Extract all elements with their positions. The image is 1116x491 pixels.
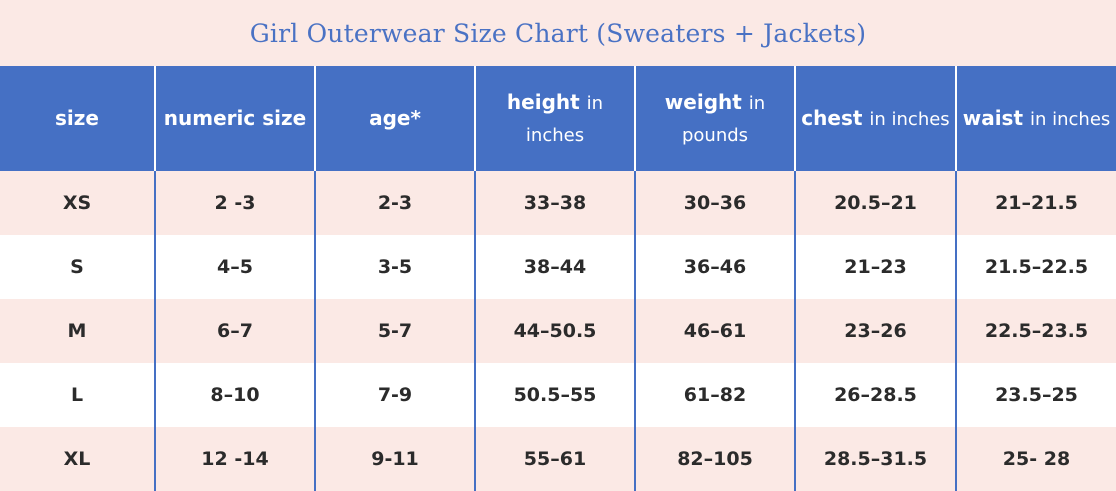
header-age: age* [314, 66, 475, 171]
cell-chest: 20.5–21 [794, 171, 956, 235]
cell-waist: 23.5–25 [955, 363, 1116, 427]
cell-waist: 21.5–22.5 [955, 235, 1116, 299]
table-row: S 4–5 3-5 38–44 36–46 21–23 21.5–22.5 [0, 235, 1116, 299]
cell-size: XS [0, 171, 155, 235]
cell-height: 33–38 [474, 171, 635, 235]
cell-chest: 26–28.5 [794, 363, 956, 427]
cell-waist: 22.5–23.5 [955, 299, 1116, 363]
cell-age: 7-9 [314, 363, 475, 427]
cell-numeric-size: 4–5 [154, 235, 315, 299]
header-numeric-size: numeric size [154, 66, 315, 171]
header-size: size [0, 66, 155, 171]
cell-height: 50.5–55 [474, 363, 635, 427]
header-chest: chest in inches [794, 66, 956, 171]
table-row: M 6–7 5-7 44–50.5 46–61 23–26 22.5–23.5 [0, 299, 1116, 363]
cell-size: XL [0, 427, 155, 491]
cell-chest: 21–23 [794, 235, 956, 299]
cell-height: 55–61 [474, 427, 635, 491]
cell-numeric-size: 8–10 [154, 363, 315, 427]
table-row: XL 12 -14 9-11 55–61 82–105 28.5–31.5 25… [0, 427, 1116, 491]
cell-age: 5-7 [314, 299, 475, 363]
cell-size: S [0, 235, 155, 299]
cell-waist: 25- 28 [955, 427, 1116, 491]
table-row: XS 2 -3 2-3 33–38 30–36 20.5–21 21–21.5 [0, 171, 1116, 235]
header-height-unit: in inches [525, 92, 604, 146]
header-row: size numeric size age* height in inches … [0, 66, 1116, 171]
cell-weight: 46–61 [634, 299, 795, 363]
header-waist-unit: in inches [1029, 108, 1111, 130]
header-height: height in inches [474, 66, 635, 171]
cell-size: M [0, 299, 155, 363]
cell-numeric-size: 6–7 [154, 299, 315, 363]
header-waist: waist in inches [955, 66, 1116, 171]
cell-weight: 61–82 [634, 363, 795, 427]
cell-age: 2-3 [314, 171, 475, 235]
cell-age: 9-11 [314, 427, 475, 491]
cell-chest: 28.5–31.5 [794, 427, 956, 491]
header-chest-unit: in inches [869, 108, 950, 130]
cell-weight: 30–36 [634, 171, 795, 235]
header-weight: weight in pounds [634, 66, 795, 171]
size-chart-table: size numeric size age* height in inches … [0, 66, 1116, 491]
cell-weight: 82–105 [634, 427, 795, 491]
cell-age: 3-5 [314, 235, 475, 299]
cell-numeric-size: 2 -3 [154, 171, 315, 235]
cell-numeric-size: 12 -14 [154, 427, 315, 491]
cell-chest: 23–26 [794, 299, 956, 363]
cell-height: 38–44 [474, 235, 635, 299]
cell-waist: 21–21.5 [955, 171, 1116, 235]
cell-height: 44–50.5 [474, 299, 635, 363]
cell-size: L [0, 363, 155, 427]
title-bar: Girl Outerwear Size Chart (Sweaters + Ja… [0, 0, 1116, 66]
cell-weight: 36–46 [634, 235, 795, 299]
page-title: Girl Outerwear Size Chart (Sweaters + Ja… [249, 18, 867, 48]
header-weight-unit: in pounds [681, 92, 766, 146]
table-row: L 8–10 7-9 50.5–55 61–82 26–28.5 23.5–25 [0, 363, 1116, 427]
